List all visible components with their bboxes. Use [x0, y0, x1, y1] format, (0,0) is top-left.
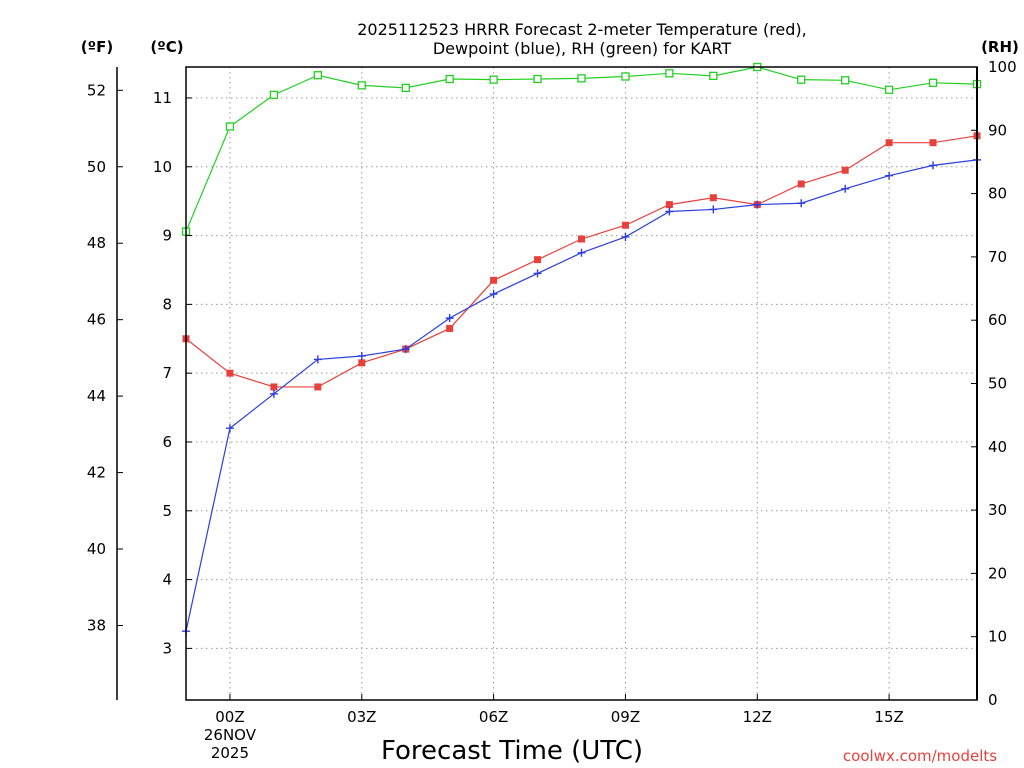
- dewpoint-point-3: [313, 355, 322, 364]
- chart-title-line-2: Dewpoint (blue), RH (green) for KART: [433, 39, 732, 58]
- rh-point-5: [401, 83, 410, 93]
- rh-tick-label-90: 90: [988, 121, 1007, 139]
- temperature-point-3: [314, 383, 322, 391]
- rh-point-7: [489, 75, 498, 84]
- credit-link[interactable]: coolwx.com/modelts: [843, 747, 997, 765]
- temperature-point-1: [226, 369, 234, 377]
- rh-series: [181, 62, 982, 236]
- dewpoint-point-12: [709, 205, 718, 214]
- rh-point-8: [533, 74, 542, 84]
- dewpoint-point-13: [753, 200, 762, 209]
- fahrenheit-tick-label-50: 50: [87, 158, 106, 176]
- fahrenheit-tick-label-48: 48: [87, 234, 106, 252]
- rh-tick-label-70: 70: [988, 248, 1007, 266]
- fahrenheit-tick-label-42: 42: [87, 464, 106, 482]
- rh-point-1: [225, 122, 235, 131]
- celsius-tick-label-11: 11: [153, 89, 172, 107]
- rh-point-17: [928, 78, 938, 87]
- celsius-tick-label-5: 5: [162, 502, 172, 520]
- celsius-tick-label-4: 4: [162, 571, 172, 589]
- temperature-point-10: [621, 221, 629, 229]
- rh-point-11: [665, 69, 674, 78]
- x-tick-label-0-0: 00Z: [215, 708, 244, 726]
- celsius-tick-label-8: 8: [162, 295, 172, 313]
- x-tick-label-3-0: 03Z: [347, 708, 376, 726]
- rh-tick-label-100: 100: [988, 58, 1017, 76]
- dewpoint-point-16: [885, 171, 894, 180]
- dewpoint-point-8: [533, 269, 542, 278]
- dewpoint-point-6: [445, 314, 454, 323]
- rh-tick-label-40: 40: [988, 438, 1007, 456]
- temperature-point-15: [841, 166, 849, 174]
- rh-point-15: [841, 76, 850, 85]
- temperature-point-17: [929, 139, 937, 147]
- fahrenheit-tick-label-38: 38: [87, 616, 106, 634]
- x-tick-label-9-0: 09Z: [611, 708, 640, 726]
- rh-unit-label: (RH): [981, 38, 1019, 56]
- dewpoint-point-9: [577, 248, 586, 257]
- temperature-point-12: [709, 194, 717, 202]
- celsius-unit-label: (ºC): [150, 38, 183, 56]
- rh-tick-label-0: 0: [988, 691, 998, 709]
- axes: 3 4 5 6 7 8 9 10 11 38 40 42 44 46 48 50 52 0 10 20 30 40 50 60…: [87, 58, 1017, 762]
- celsius-tick-label-7: 7: [162, 364, 172, 382]
- temperature-point-16: [885, 139, 893, 147]
- x-tick-label-15-0: 15Z: [874, 708, 903, 726]
- celsius-tick-label-6: 6: [162, 433, 172, 451]
- rh-point-3: [313, 71, 322, 80]
- rh-tick-label-60: 60: [988, 311, 1007, 329]
- dewpoint-point-5: [401, 345, 410, 354]
- temperature-point-4: [358, 359, 366, 367]
- series-layer: [181, 62, 982, 636]
- temperature-point-7: [490, 276, 498, 284]
- dewpoint-point-14: [797, 199, 806, 208]
- x-axis-title: Forecast Time (UTC): [381, 736, 643, 766]
- chart-title-line-1: 2025112523 HRRR Forecast 2-meter Tempera…: [357, 20, 807, 39]
- dewpoint-point-17: [929, 161, 938, 170]
- temperature-point-8: [534, 256, 542, 264]
- fahrenheit-tick-label-46: 46: [87, 311, 106, 329]
- fahrenheit-tick-label-44: 44: [87, 387, 106, 405]
- rh-tick-label-10: 10: [988, 628, 1007, 646]
- celsius-tick-label-3: 3: [162, 639, 172, 657]
- dewpoint-point-11: [665, 207, 674, 216]
- x-tick-label-0-2: 2025: [211, 744, 249, 762]
- fahrenheit-tick-label-52: 52: [87, 81, 106, 99]
- rh-point-2: [269, 90, 279, 100]
- dewpoint-point-10: [621, 232, 630, 241]
- dewpoint-point-4: [357, 351, 366, 360]
- rh-point-12: [709, 71, 718, 81]
- fahrenheit-tick-label-40: 40: [87, 540, 106, 558]
- dewpoint-point-1: [225, 424, 234, 433]
- labels: 2025112523 HRRR Forecast 2-meter Tempera…: [81, 20, 1019, 766]
- rh-point-4: [357, 81, 366, 90]
- dewpoint-point-2: [269, 389, 278, 398]
- rh-point-10: [621, 72, 630, 81]
- temperature-point-14: [797, 180, 805, 188]
- rh-tick-label-30: 30: [988, 501, 1007, 519]
- celsius-tick-label-9: 9: [162, 227, 172, 245]
- dewpoint-point-7: [489, 290, 498, 299]
- x-tick-label-0-1: 26NOV: [204, 726, 257, 744]
- fahrenheit-unit-label: (ºF): [81, 38, 113, 56]
- rh-tick-label-80: 80: [988, 185, 1007, 203]
- rh-point-9: [577, 74, 586, 83]
- rh-point-6: [445, 74, 454, 84]
- x-tick-label-6-0: 06Z: [479, 708, 508, 726]
- rh-point-16: [884, 85, 894, 94]
- x-tick-label-12-0: 12Z: [743, 708, 772, 726]
- rh-tick-label-50: 50: [988, 375, 1007, 393]
- temperature-point-9: [578, 235, 585, 243]
- dewpoint-series: [182, 155, 981, 636]
- celsius-tick-label-10: 10: [153, 158, 172, 176]
- dewpoint-point-15: [841, 184, 850, 193]
- temperature-point-6: [446, 324, 454, 332]
- rh-tick-label-20: 20: [988, 564, 1007, 582]
- rh-point-14: [797, 75, 806, 84]
- temperature-point-11: [665, 201, 673, 209]
- temperature-point-2: [270, 383, 278, 391]
